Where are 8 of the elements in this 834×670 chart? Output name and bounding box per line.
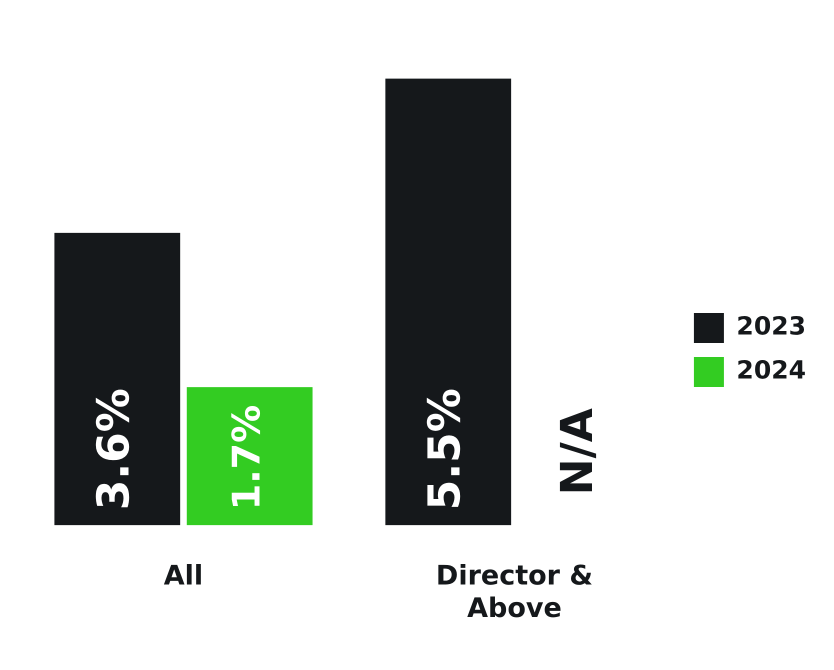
x-tick-label: All	[164, 560, 204, 592]
data-label: 1.7%	[224, 404, 269, 510]
legend-label: 2024	[736, 356, 806, 384]
text: N/A	[552, 408, 604, 496]
legend-label: 2023	[736, 312, 806, 340]
x-tick-label: Director & Above	[436, 560, 593, 624]
data-label: 3.6%	[88, 388, 140, 510]
data-label: 5.5%	[420, 388, 471, 510]
